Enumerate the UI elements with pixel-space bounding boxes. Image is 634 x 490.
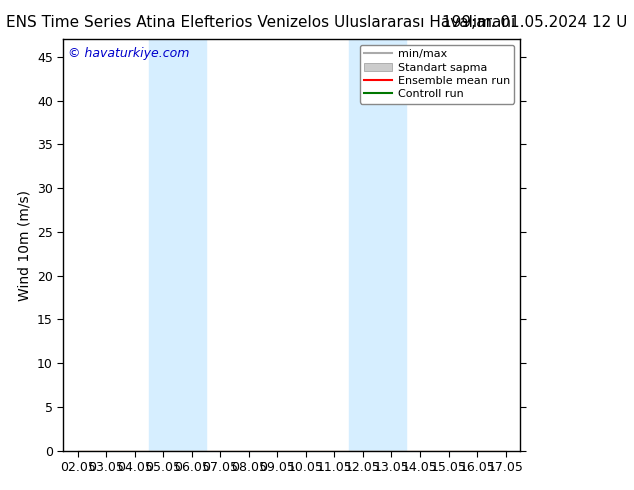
Text: 199;ar. 01.05.2024 12 U: 199;ar. 01.05.2024 12 U bbox=[443, 15, 628, 30]
Bar bbox=[349, 39, 406, 451]
Text: © havaturkiye.com: © havaturkiye.com bbox=[68, 48, 190, 60]
Text: ENS Time Series Atina Elefterios Venizelos Uluslararası Havalimanı: ENS Time Series Atina Elefterios Venizel… bbox=[6, 15, 515, 30]
Legend: min/max, Standart sapma, Ensemble mean run, Controll run: min/max, Standart sapma, Ensemble mean r… bbox=[360, 45, 514, 104]
Bar bbox=[149, 39, 206, 451]
Y-axis label: Wind 10m (m/s): Wind 10m (m/s) bbox=[18, 190, 32, 300]
